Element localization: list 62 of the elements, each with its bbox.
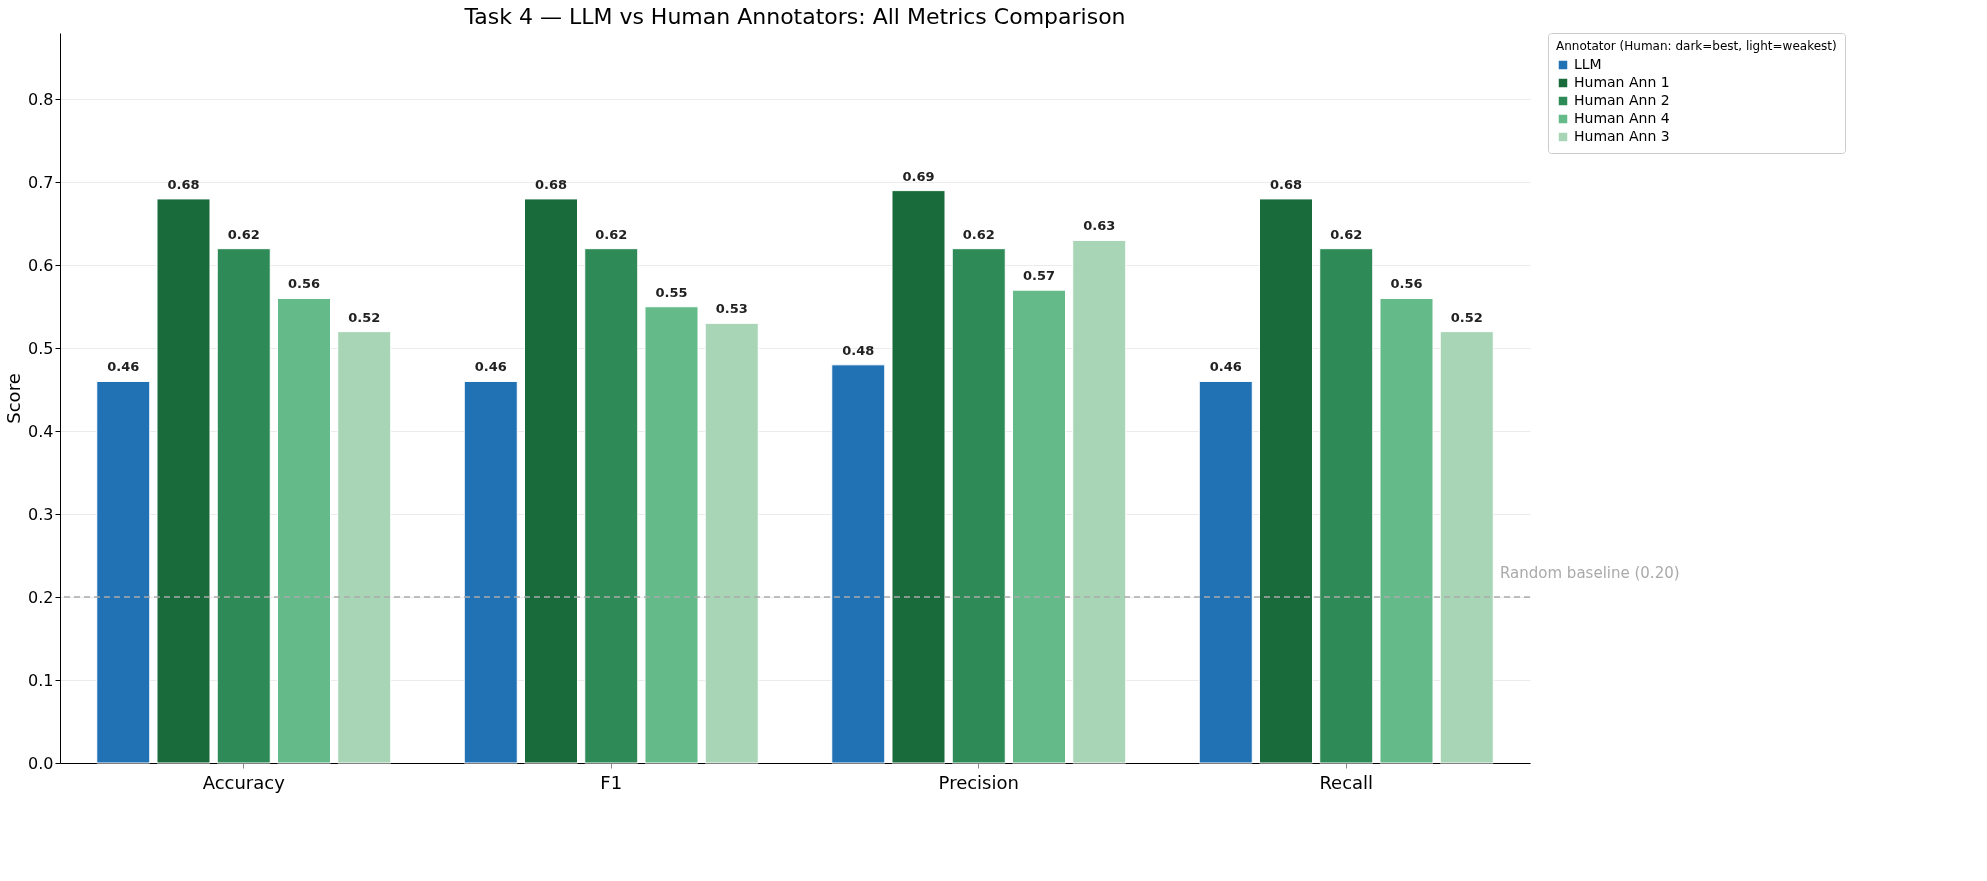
bar: [891, 190, 946, 764]
y-tick-label: 0.1: [28, 670, 54, 690]
data-label: 0.48: [842, 342, 875, 358]
legend-label: Human Ann 2: [1574, 92, 1670, 108]
ref-line-label: Random baseline (0.20): [1500, 564, 1680, 583]
bar: [951, 248, 1006, 764]
x-tick-label: F1: [600, 771, 623, 793]
data-label: 0.68: [167, 176, 200, 192]
data-label: 0.68: [534, 176, 568, 192]
bar: [1319, 248, 1374, 764]
bar: [276, 297, 331, 764]
data-label: 0.52: [348, 309, 381, 325]
data-label: 0.56: [287, 276, 321, 292]
y-tick-label: 0.6: [28, 255, 54, 275]
data-label: 0.69: [902, 168, 935, 184]
chart-title: Task 4 — LLM vs Human Annotators: All Metrics Comparison: [463, 3, 1126, 29]
bar: [1259, 198, 1314, 764]
data-label: 0.46: [1209, 359, 1242, 375]
x-tick-label: Recall: [1319, 771, 1374, 793]
y-tick-label: 0.5: [28, 338, 54, 358]
y-tick-label: 0.0: [28, 753, 54, 773]
data-label: 0.46: [107, 359, 140, 375]
y-tick-label: 0.7: [28, 172, 54, 192]
y-tick-label: 0.8: [28, 89, 54, 109]
legend-label: Human Ann 4: [1574, 110, 1670, 126]
data-label: 0.68: [1269, 176, 1303, 192]
bar: [463, 380, 518, 764]
legend-label: Human Ann 3: [1574, 128, 1670, 144]
data-label: 0.62: [962, 226, 995, 242]
data-label: 0.57: [1022, 268, 1056, 284]
bar: [704, 322, 759, 764]
data-label: 0.56: [1390, 276, 1423, 292]
bar: [216, 248, 271, 764]
y-tick-label: 0.3: [28, 504, 54, 524]
x-tick-label: Accuracy: [202, 771, 286, 793]
bar: [1072, 239, 1127, 764]
bar: [524, 198, 579, 764]
data-label: 0.62: [1330, 226, 1363, 242]
data-label: 0.62: [595, 226, 628, 242]
bar: [156, 198, 211, 764]
legend-label: LLM: [1574, 56, 1602, 72]
data-label: 0.52: [1450, 309, 1483, 325]
data-label: 0.63: [1083, 218, 1116, 234]
bar: [1198, 380, 1253, 764]
x-tick-label: Precision: [938, 771, 1019, 793]
bar: [1011, 289, 1066, 764]
y-tick-label: 0.4: [28, 421, 54, 441]
bar: [1379, 297, 1434, 764]
bar: [96, 380, 151, 764]
bar: [831, 364, 886, 764]
y-tick-label: 0.2: [28, 587, 54, 607]
data-label: 0.62: [227, 226, 260, 242]
legend-title: Annotator (Human: dark=best, light=weakest): [1556, 39, 1837, 53]
bar: [1439, 331, 1494, 764]
data-label: 0.55: [655, 284, 688, 300]
y-axis-title: Score: [3, 373, 25, 424]
bar: [644, 306, 699, 764]
data-label: 0.53: [715, 301, 748, 317]
legend-label: Human Ann 1: [1574, 74, 1670, 90]
data-label: 0.46: [474, 359, 507, 375]
bar: [337, 331, 392, 764]
bar: [584, 248, 639, 764]
